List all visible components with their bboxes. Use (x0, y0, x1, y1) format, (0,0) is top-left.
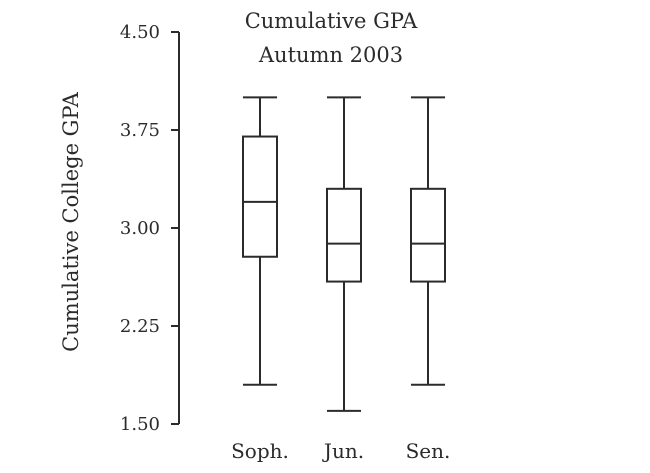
category-label: Jun. (322, 439, 364, 463)
iqr-box (410, 187, 446, 283)
y-axis-label: Cumulative College GPA (59, 91, 83, 351)
box-sen (410, 96, 446, 386)
category-label: Soph. (231, 439, 289, 463)
iqr-box (242, 135, 278, 258)
category-label: Sen. (406, 439, 451, 463)
box-group (242, 96, 446, 412)
chart-subtitle: Autumn 2003 (258, 43, 403, 67)
y-tick-label: 3.00 (120, 218, 160, 239)
y-tick-label: 4.50 (120, 22, 160, 43)
chart-title: Cumulative GPA (245, 9, 418, 33)
box-jun (326, 96, 362, 412)
y-axis-ticks: 1.50 2.25 3.00 3.75 4.50 (120, 22, 179, 435)
y-tick-label: 1.50 (120, 414, 160, 435)
box-soph (242, 96, 278, 386)
y-tick-label: 2.25 (120, 316, 160, 337)
iqr-box (326, 187, 362, 283)
category-labels: Soph. Jun. Sen. (231, 439, 450, 463)
y-tick-label: 3.75 (120, 120, 160, 141)
